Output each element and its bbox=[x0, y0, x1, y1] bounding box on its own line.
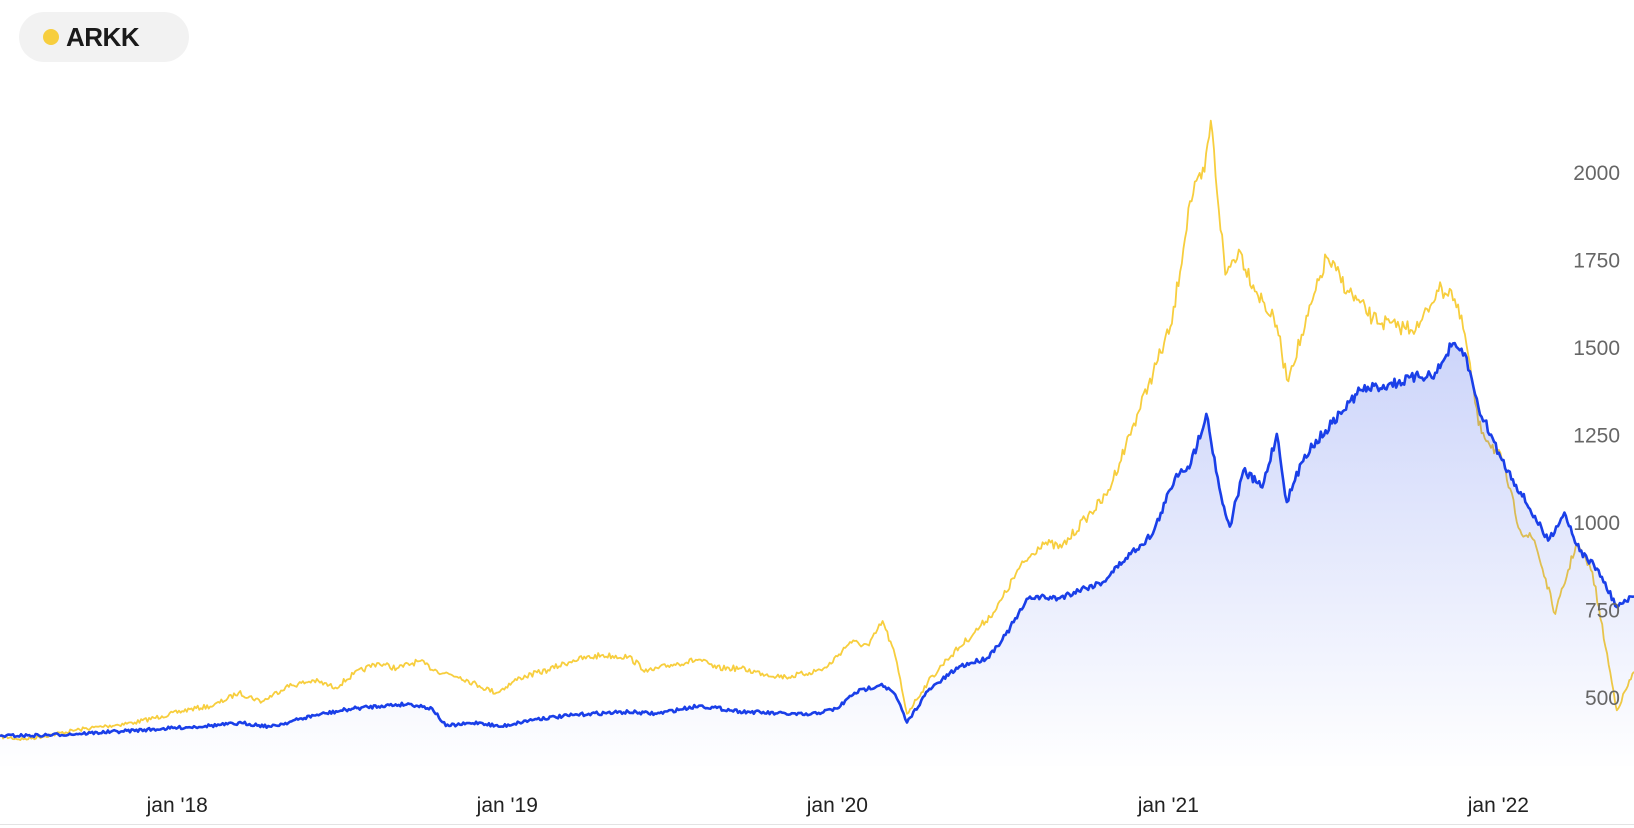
x-axis: jan '18 jan '19 jan '20 jan '21 jan '22 bbox=[146, 794, 1529, 817]
y-tick-label: 500 bbox=[1585, 687, 1620, 710]
series-line-arkk bbox=[0, 119, 1634, 741]
x-tick-label: jan '20 bbox=[806, 794, 868, 817]
x-tick-label: jan '19 bbox=[476, 794, 538, 817]
y-tick-label: 1500 bbox=[1573, 337, 1620, 360]
y-tick-label: 1000 bbox=[1573, 512, 1620, 535]
series-line-benchmark bbox=[0, 341, 1634, 739]
legend-item-arkk[interactable]: ARKK bbox=[19, 12, 189, 62]
y-axis: 500 750 1000 1250 1500 1750 2000 bbox=[1573, 162, 1620, 710]
y-tick-label: 1750 bbox=[1573, 250, 1620, 273]
y-tick-label: 750 bbox=[1585, 600, 1620, 623]
legend-color-dot bbox=[43, 29, 59, 45]
y-tick-label: 1250 bbox=[1573, 425, 1620, 448]
x-tick-label: jan '22 bbox=[1467, 794, 1529, 817]
series-layer bbox=[0, 119, 1634, 770]
x-tick-label: jan '21 bbox=[1137, 794, 1199, 817]
bottom-divider bbox=[0, 824, 1634, 825]
y-tick-label: 2000 bbox=[1573, 162, 1620, 185]
x-tick-label: jan '18 bbox=[146, 794, 208, 817]
series-area-fill bbox=[0, 343, 1634, 770]
legend-label: ARKK bbox=[66, 21, 140, 52]
